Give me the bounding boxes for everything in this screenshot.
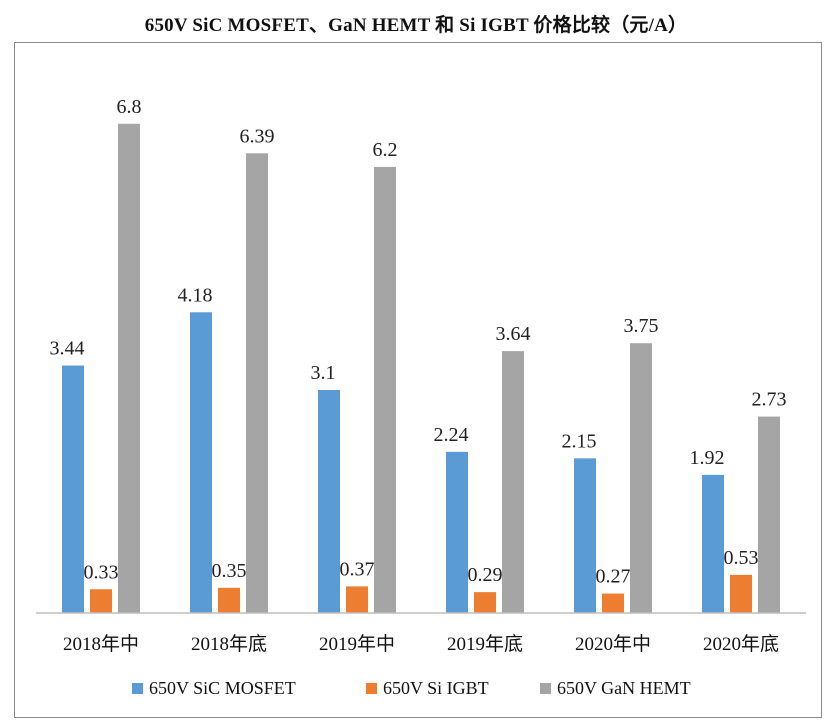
category-label-3: 2019年底 — [447, 633, 523, 655]
bar-2-5 — [758, 416, 780, 613]
data-label-1-3: 0.29 — [468, 564, 503, 586]
bar-1-0 — [90, 589, 112, 613]
category-label-0: 2018年中 — [63, 633, 139, 655]
bar-1-3 — [474, 592, 496, 613]
bar-2-4 — [630, 343, 652, 613]
bar-1-2 — [346, 586, 368, 613]
bar-1-1 — [218, 587, 240, 613]
bar-0-4 — [574, 458, 596, 613]
data-label-1-5: 0.53 — [724, 547, 759, 569]
bar-1-4 — [602, 593, 624, 613]
data-label-1-1: 0.35 — [212, 560, 247, 582]
bar-0-5 — [702, 474, 724, 613]
data-label-1-0: 0.33 — [84, 561, 119, 583]
data-labels-group: 3.44 0.33 6.8 4.18 0.35 6.39 3.1 0.37 6.2 2.24 0.2… — [50, 96, 787, 588]
legend-label-2: 650V GaN HEMT — [557, 678, 691, 698]
data-label-2-0: 6.8 — [117, 96, 142, 118]
data-label-0-1: 4.18 — [178, 284, 213, 306]
bar-0-1 — [190, 312, 212, 613]
data-label-2-4: 3.75 — [624, 315, 659, 337]
data-label-0-0: 3.44 — [50, 338, 85, 360]
data-label-0-5: 1.92 — [690, 447, 725, 469]
chart-title: 650V SiC MOSFET、GaN HEMT 和 Si IGBT 价格比较（… — [144, 15, 688, 36]
legend-swatch-0 — [132, 683, 143, 694]
legend-swatch-2 — [540, 683, 551, 694]
bar-0-0 — [62, 365, 84, 613]
legend-label-1: 650V Si IGBT — [383, 678, 489, 698]
data-label-0-3: 2.24 — [434, 424, 469, 446]
category-label-4: 2020年中 — [575, 633, 651, 655]
bar-2-2 — [374, 166, 396, 613]
category-label-2: 2019年中 — [319, 633, 395, 655]
legend-label-0: 650V SiC MOSFET — [149, 678, 296, 698]
data-label-1-4: 0.27 — [596, 566, 631, 588]
bars-group — [62, 123, 780, 614]
bar-1-5 — [730, 574, 752, 613]
data-label-0-2: 3.1 — [311, 362, 336, 384]
bar-2-1 — [246, 153, 268, 613]
chart-frame — [14, 42, 822, 718]
bar-0-2 — [318, 389, 340, 613]
data-label-2-3: 3.64 — [496, 323, 531, 345]
data-label-2-5: 2.73 — [752, 389, 787, 411]
data-label-2-1: 6.39 — [240, 125, 275, 147]
category-labels-group: 2018年中 2018年底 2019年中 2019年底 2020年中 2020年底 — [63, 633, 779, 655]
data-label-2-2: 6.2 — [373, 139, 398, 161]
legend-swatch-1 — [366, 683, 377, 694]
bar-2-0 — [118, 123, 140, 614]
legend: 650V SiC MOSFET 650V Si IGBT 650V GaN HEMT — [132, 678, 691, 698]
category-label-1: 2018年底 — [191, 633, 267, 655]
data-label-0-4: 2.15 — [562, 430, 597, 452]
data-label-1-2: 0.37 — [340, 558, 375, 580]
category-label-5: 2020年底 — [703, 633, 779, 655]
bar-2-3 — [502, 351, 524, 613]
bar-0-3 — [446, 451, 468, 613]
